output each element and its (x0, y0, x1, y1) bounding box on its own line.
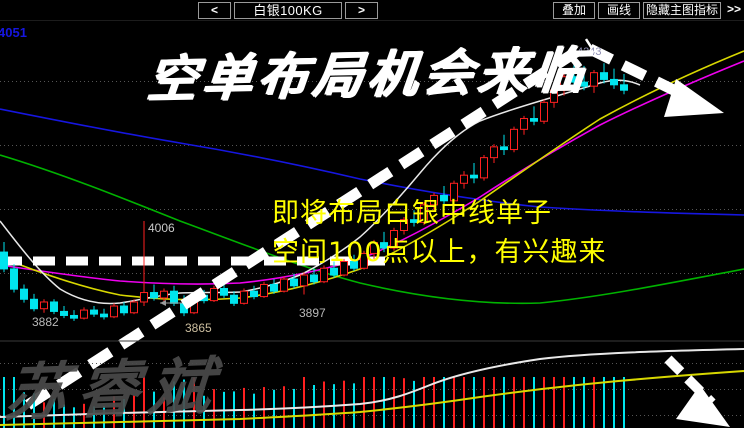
candle-body (120, 305, 128, 314)
candle-body (430, 194, 438, 206)
candle-body (50, 301, 58, 312)
previous-symbol-button[interactable]: < (198, 2, 231, 19)
more-options-button[interactable]: >> (724, 2, 744, 19)
candle-body (590, 72, 598, 87)
candle-body (490, 146, 498, 159)
candle-body (390, 229, 398, 249)
candle-body (510, 128, 518, 151)
cursor-marker (160, 300, 184, 306)
candle-body (30, 298, 38, 310)
candle-body (160, 290, 168, 299)
candle-body (20, 288, 28, 300)
candle-body (130, 301, 138, 314)
ma-blue-line (0, 108, 744, 216)
candle-body (320, 267, 328, 283)
candle-body (150, 292, 158, 299)
downtrend-arrow-main (587, 44, 724, 117)
candle-body (370, 242, 378, 254)
candle-body (260, 283, 268, 298)
hide-main-indicator-button[interactable]: 隐藏主图指标 (643, 2, 721, 19)
candle-body (560, 76, 568, 91)
ma-white-line (0, 79, 641, 305)
candle-body (340, 261, 348, 276)
candle-body (220, 287, 228, 296)
volume-ma-yellow (0, 370, 744, 426)
toolbar: < 白银100KG > 叠加 画线 隐藏主图指标 >> (0, 0, 744, 21)
candle-body (600, 72, 608, 80)
candle-body (620, 84, 628, 91)
candle-body (0, 251, 8, 270)
volume-ma-white (0, 348, 744, 418)
overlay-button[interactable]: 叠加 (553, 2, 595, 19)
candle-body (450, 182, 458, 202)
candle-body (330, 267, 338, 276)
candle-body (540, 101, 548, 122)
candle-body (80, 309, 88, 319)
candle-body (520, 118, 528, 130)
candle-body (530, 118, 538, 122)
candle-body (140, 292, 148, 303)
candle-body (60, 310, 68, 316)
symbol-name-button[interactable]: 白银100KG (234, 2, 342, 19)
candle-body (550, 89, 558, 103)
candle-body (570, 76, 578, 83)
candle-body (470, 174, 478, 179)
ma-green-line (0, 154, 744, 305)
candle-body (290, 278, 298, 287)
candle-body (70, 314, 78, 319)
candle-body (580, 81, 588, 87)
candle-body (270, 283, 278, 292)
candle-body (440, 194, 448, 202)
candle-body (280, 278, 288, 292)
candle-body (460, 174, 468, 184)
candle-body (40, 301, 48, 310)
chart-canvas[interactable]: 4051 4006 3882 3865 3897 4243 苏睿斌 空单布局机会… (0, 21, 744, 428)
candle-body (100, 313, 108, 318)
uptrend-arrow (25, 38, 593, 410)
candle-body (380, 242, 388, 249)
volume-panel (0, 340, 744, 428)
candle-body (420, 204, 428, 223)
candle-body (350, 261, 358, 269)
kline-chart-svg (0, 38, 744, 428)
candle-body (230, 294, 238, 304)
candle-body (400, 219, 408, 231)
candle-body (170, 290, 178, 304)
next-symbol-button[interactable]: > (345, 2, 378, 19)
volume-bars (3, 377, 625, 428)
candle-body (250, 290, 258, 298)
draw-line-button[interactable]: 画线 (598, 2, 640, 19)
candle-body (10, 268, 18, 290)
grid-lines (0, 81, 744, 274)
candle-body (300, 274, 308, 287)
candle-body (500, 146, 508, 151)
candle-body (210, 287, 218, 302)
candle-body (610, 78, 618, 86)
candle-body (90, 309, 98, 315)
candle-body (110, 305, 118, 318)
downtrend-arrow-volume (664, 355, 730, 427)
candlestick-series (0, 61, 628, 321)
candle-body (360, 252, 368, 269)
candle-body (410, 219, 418, 223)
candle-body (480, 157, 488, 179)
candle-body (240, 290, 248, 304)
candle-body (310, 274, 318, 283)
